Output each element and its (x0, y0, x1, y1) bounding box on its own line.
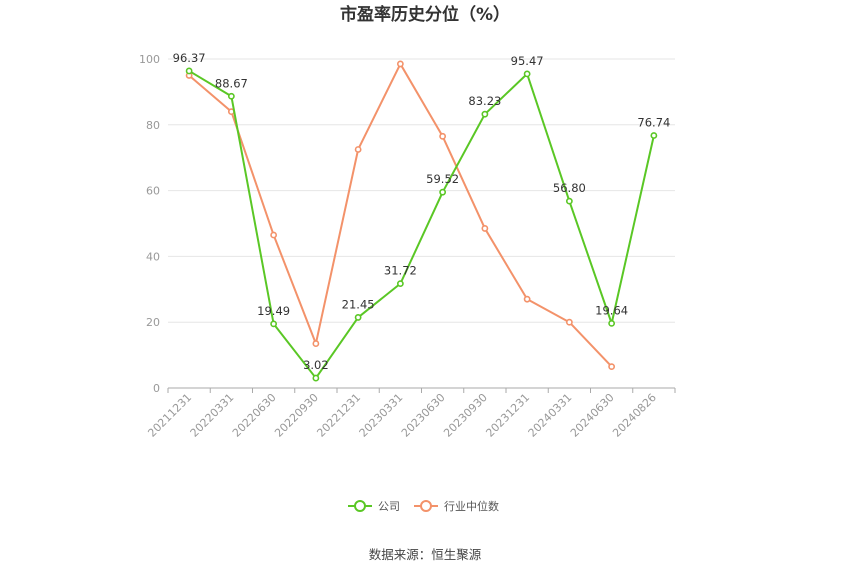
x-axis: 2021123120220331202206302022093020221231… (145, 387, 676, 440)
x-tick-label: 20221231 (314, 391, 363, 440)
data-point[interactable] (354, 146, 362, 153)
data-label: 19.49 (257, 304, 290, 318)
legend[interactable]: 公司 行业中位数 (348, 499, 499, 513)
y-tick-label: 60 (146, 185, 160, 198)
data-label: 76.74 (637, 116, 670, 130)
grid (168, 58, 675, 323)
data-label: 19.64 (595, 303, 628, 317)
series-layer (185, 60, 658, 382)
data-label: 83.23 (468, 94, 501, 108)
series-industry-median (185, 60, 616, 371)
legend-item-industry-median[interactable]: 行业中位数 (414, 499, 499, 513)
data-point[interactable] (185, 67, 193, 75)
data-point[interactable] (396, 280, 404, 288)
y-tick-label: 20 (146, 316, 160, 329)
legend-label: 行业中位数 (444, 499, 499, 513)
legend-label: 公司 (378, 500, 400, 513)
data-point[interactable] (565, 318, 573, 326)
data-label: 3.02 (303, 358, 329, 372)
x-tick-label: 20231231 (483, 391, 532, 440)
x-tick-label: 20220630 (230, 391, 279, 440)
y-tick-label: 40 (146, 250, 160, 263)
data-point[interactable] (270, 231, 278, 239)
legend-marker (420, 500, 432, 512)
y-tick-label: 0 (153, 382, 160, 395)
series-line (188, 70, 655, 380)
data-point[interactable] (565, 197, 573, 205)
data-point[interactable] (523, 295, 531, 303)
legend-item-company[interactable]: 公司 (348, 500, 400, 513)
data-point[interactable] (650, 132, 658, 139)
y-tick-label: 100 (139, 53, 160, 66)
data-label: 56.80 (553, 181, 586, 195)
legend-marker (354, 500, 366, 512)
y-axis: 0 20 40 60 80 100 (139, 53, 160, 395)
data-labels: 96.37 88.67 19.49 3.02 21.45 31.72 59.52 83.23 9… (173, 51, 671, 372)
x-tick-label: 20240630 (568, 391, 617, 440)
x-tick-label: 20240826 (610, 391, 659, 440)
data-point[interactable] (523, 70, 531, 78)
data-point[interactable] (608, 363, 616, 371)
x-tick-label: 20230331 (357, 391, 406, 440)
data-label: 96.37 (173, 51, 206, 65)
data-label: 31.72 (384, 264, 417, 278)
data-label: 59.52 (426, 172, 459, 186)
data-label: 95.47 (511, 54, 544, 68)
data-point[interactable] (270, 320, 278, 328)
data-point[interactable] (439, 188, 447, 196)
x-tick-label: 20211231 (145, 391, 194, 440)
chart-title: 市盈率历史分位（%） (340, 4, 510, 25)
x-tick-label: 20220930 (272, 391, 321, 440)
y-tick-label: 80 (146, 119, 160, 132)
data-point[interactable] (312, 374, 320, 382)
x-tick-label: 20230930 (441, 391, 490, 440)
data-label: 21.45 (342, 297, 375, 311)
source-note: 数据来源：恒生聚源 (369, 547, 482, 562)
data-point[interactable] (481, 110, 489, 118)
x-tick-label: 20220331 (188, 391, 237, 440)
data-point[interactable] (354, 314, 362, 321)
data-point[interactable] (312, 340, 320, 347)
x-tick-label: 20230630 (399, 391, 448, 440)
x-tick-label: 20240331 (526, 391, 575, 440)
data-point[interactable] (396, 60, 404, 68)
data-point[interactable] (227, 92, 235, 100)
series-company (185, 67, 658, 382)
data-point[interactable] (608, 319, 616, 327)
data-point[interactable] (439, 132, 447, 140)
data-label: 88.67 (215, 76, 248, 90)
data-point[interactable] (481, 225, 489, 232)
